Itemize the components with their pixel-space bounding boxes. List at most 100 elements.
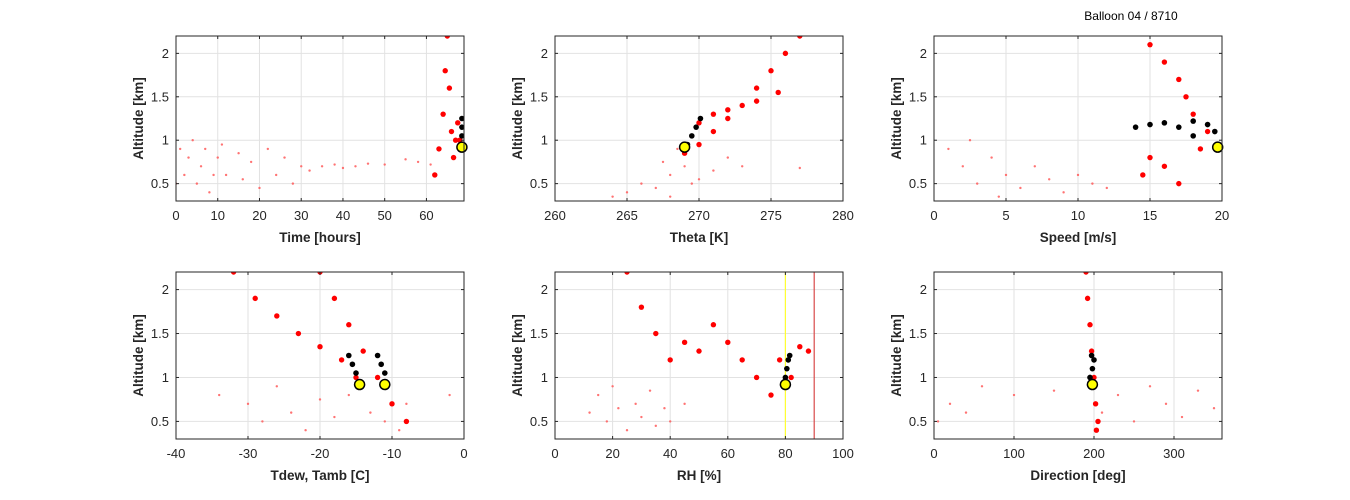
x-axis-label: RH [%] [677, 468, 721, 483]
x-tick-label: 5 [1002, 208, 1009, 223]
current-position-marker [1211, 141, 1224, 153]
history-point [261, 420, 264, 423]
history-point [968, 139, 972, 142]
history-point [976, 182, 979, 185]
history-point [961, 165, 964, 168]
profile-point [1095, 418, 1101, 425]
history-point [416, 160, 420, 164]
profile-point [331, 295, 338, 302]
panel-rh: 0 20 40 60 80 100 0.5 1 1.5 2 RH [%] Altitude [km] [510, 271, 854, 483]
history-point [1132, 420, 1136, 423]
plot-area [555, 272, 843, 439]
recent-point [459, 133, 464, 139]
x-tick-label: 100 [832, 446, 854, 461]
history-point [634, 402, 637, 406]
history-point [369, 411, 372, 414]
history-point [1033, 165, 1037, 168]
profile-point [1197, 146, 1204, 152]
profile-point [768, 392, 774, 398]
history-point [1180, 415, 1184, 419]
profile-point [696, 120, 702, 126]
recent-point [374, 352, 381, 359]
profile-point [444, 36, 451, 39]
profile-point [1190, 111, 1196, 117]
history-point [741, 165, 744, 168]
y-tick-label: 1.5 [151, 89, 169, 104]
x-tick-label: 20 [1215, 208, 1229, 223]
y-axis-label: Altitude [km] [889, 314, 904, 397]
history-point [661, 160, 665, 164]
recent-point [459, 124, 464, 130]
history-point [224, 173, 228, 177]
profile-point [1092, 401, 1099, 407]
y-tick-label: 0.5 [909, 176, 927, 191]
history-point [366, 162, 370, 165]
x-tick-label: 275 [760, 208, 782, 223]
profile-point [295, 330, 302, 337]
x-tick-label: 60 [419, 208, 433, 223]
x-tick-label: 15 [1143, 208, 1157, 223]
profile-point [1147, 154, 1153, 161]
profile-point [653, 330, 659, 337]
y-tick-label: 2 [920, 282, 927, 297]
x-tick-label: 0 [551, 446, 558, 461]
x-tick-label: -10 [383, 446, 402, 461]
x-tick-label: 0 [460, 446, 467, 461]
history-point [341, 166, 345, 170]
history-point [241, 178, 244, 181]
x-tick-label: -40 [167, 446, 186, 461]
profile-point [436, 146, 442, 152]
axes-box [175, 35, 465, 202]
history-point [697, 178, 701, 181]
history-point [405, 402, 408, 406]
history-point [726, 156, 729, 159]
profile-point [455, 120, 461, 126]
history-point [947, 147, 950, 151]
panel-time: 0 10 20 30 40 50 60 0.5 1 1.5 2 Time [hours] Altitud… [131, 35, 468, 245]
panel-speed: 0 5 10 15 20 0.5 1 1.5 2 Speed [m/s] Altitude [km] [889, 35, 1229, 245]
history-point [237, 152, 240, 155]
history-point [1052, 389, 1056, 392]
profile-point [782, 50, 789, 57]
history-point [640, 415, 643, 419]
y-tick-label: 1.5 [530, 89, 548, 104]
history-point [712, 169, 715, 172]
history-point [187, 156, 190, 159]
history-point [605, 420, 609, 423]
profile-point [739, 357, 745, 363]
current-position-marker [779, 378, 792, 391]
x-axis-label: Speed [m/s] [1040, 230, 1117, 245]
recent-point [785, 357, 792, 363]
profile-point [1093, 427, 1100, 433]
y-axis-label: Altitude [km] [510, 314, 525, 397]
profile-point [1140, 172, 1146, 178]
profile-point [338, 357, 345, 363]
history-point [218, 393, 221, 397]
x-axis-label: Theta [K] [670, 230, 729, 245]
recent-point [782, 374, 789, 381]
x-tick-label: 200 [1083, 446, 1105, 461]
recent-point [378, 361, 385, 368]
profile-point [1087, 322, 1093, 328]
recent-point [353, 370, 359, 376]
history-point [178, 147, 182, 151]
y-tick-label: 2 [162, 282, 169, 297]
y-axis-label: Altitude [km] [131, 77, 146, 160]
history-point [1076, 173, 1080, 177]
profile-point [360, 348, 366, 354]
plot-area [934, 272, 1222, 439]
history-point [997, 195, 1000, 198]
history-point [669, 420, 672, 423]
history-point [990, 156, 993, 159]
y-tick-label: 0.5 [909, 414, 927, 429]
profile-point [710, 111, 717, 117]
y-tick-label: 2 [541, 282, 548, 297]
scatter-points [218, 272, 451, 432]
x-tick-label: 0 [930, 446, 937, 461]
history-point [283, 156, 286, 159]
profile-point [797, 344, 803, 350]
x-tick-label: 60 [721, 446, 735, 461]
history-point [669, 173, 672, 177]
history-point [663, 407, 666, 410]
